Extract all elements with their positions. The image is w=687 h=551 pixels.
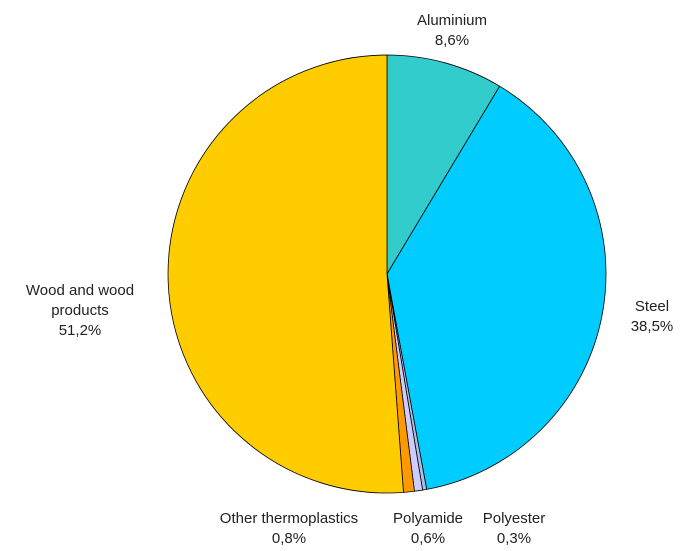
- slice-value-label: 8,6%: [435, 32, 469, 49]
- slice-value-label: 38,5%: [631, 318, 674, 335]
- slice-label-other-thermoplastics: Other thermoplastics 0,8%: [220, 510, 358, 547]
- slice-label-polyester: Polyester 0,3%: [483, 510, 546, 547]
- slice-category-label: Wood and wood: [26, 282, 134, 299]
- slice-label-wood-and-wood-products: Wood and wood products 51,2%: [26, 282, 134, 339]
- slice-category-label: products: [51, 302, 109, 319]
- slice-value-label: 0,8%: [272, 530, 306, 547]
- slice-category-label: Steel: [635, 298, 669, 315]
- slice-category-label: Other thermoplastics: [220, 510, 358, 527]
- pie-slice-steel: [386, 85, 607, 490]
- slice-category-label: Polyamide: [393, 510, 463, 527]
- pie-labels: Aluminium 8,6%Steel 38,5%Polyester 0,3%Poly…: [26, 12, 673, 547]
- slice-value-label: 0,3%: [497, 530, 531, 547]
- pie-slice-wood-and-wood-products: [167, 54, 404, 494]
- slice-label-aluminium: Aluminium 8,6%: [417, 12, 487, 49]
- slice-value-label: 51,2%: [59, 322, 102, 339]
- slice-category-label: Aluminium: [417, 12, 487, 29]
- pie-slice-aluminium: [386, 54, 501, 275]
- pie-slices: [167, 54, 607, 494]
- slice-label-polyamide: Polyamide 0,6%: [393, 510, 463, 547]
- slice-category-label: Polyester: [483, 510, 546, 527]
- slice-label-steel: Steel 38,5%: [631, 298, 674, 335]
- slice-value-label: 0,6%: [411, 530, 445, 547]
